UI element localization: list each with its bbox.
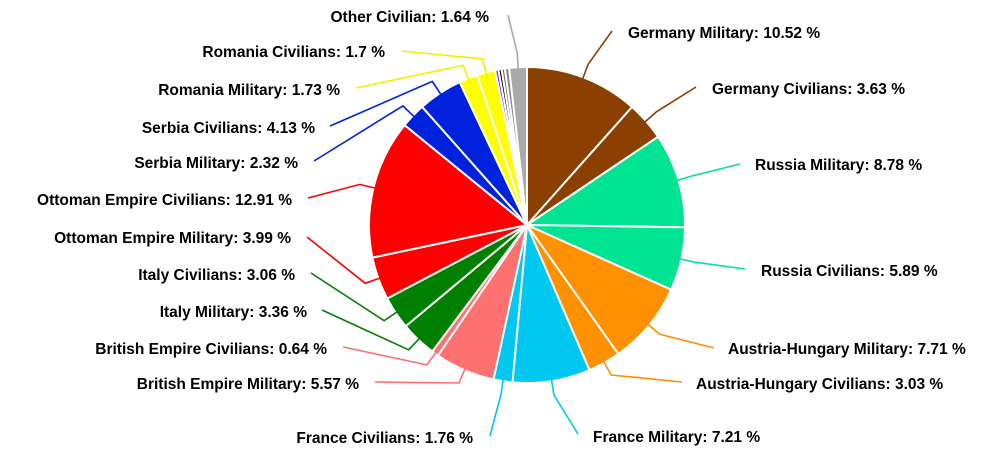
leader-line bbox=[355, 64, 472, 89]
slice-label: British Empire Civilians: 0.64 % bbox=[95, 341, 327, 358]
slice-label: Russia Civilians: 5.89 % bbox=[761, 263, 938, 280]
leader-line bbox=[307, 183, 380, 199]
leader-line bbox=[675, 257, 746, 270]
leader-line bbox=[640, 86, 697, 126]
slice-label: Romania Military: 1.73 % bbox=[158, 82, 340, 99]
leader-line bbox=[400, 50, 489, 79]
leader-line bbox=[643, 320, 715, 349]
leader-line bbox=[310, 272, 402, 322]
slice-label: France Civilians: 1.76 % bbox=[296, 430, 473, 447]
leader-line bbox=[342, 346, 440, 366]
slice-label: Austria-Hungary Military: 7.71 % bbox=[728, 341, 966, 358]
leader-lines bbox=[306, 14, 746, 437]
slice-label: Germany Military: 10.52 % bbox=[628, 25, 820, 42]
leader-line bbox=[306, 236, 385, 285]
slice-label: France Military: 7.21 % bbox=[593, 429, 760, 446]
leader-line bbox=[489, 375, 505, 437]
pie-slices bbox=[368, 65, 686, 384]
slice-label: Russia Military: 8.78 % bbox=[755, 157, 922, 174]
leader-line bbox=[313, 104, 418, 162]
leader-line bbox=[672, 163, 741, 183]
leader-line bbox=[550, 374, 579, 435]
leader-line bbox=[580, 30, 613, 84]
slice-label: Serbia Military: 2.32 % bbox=[134, 155, 298, 172]
leader-line bbox=[374, 364, 468, 384]
slice-label: Romania Civilians: 1.7 % bbox=[202, 44, 385, 61]
slice-label: Serbia Civilians: 4.13 % bbox=[142, 120, 315, 137]
leader-line bbox=[321, 309, 423, 351]
slice-label: Germany Civilians: 3.63 % bbox=[712, 81, 905, 98]
slice-label: Ottoman Empire Civilians: 12.91 % bbox=[37, 192, 292, 209]
slice-label: British Empire Military: 5.57 % bbox=[137, 376, 359, 393]
leader-line bbox=[507, 14, 520, 74]
leader-line bbox=[329, 80, 444, 127]
slice-label: Italy Civilians: 3.06 % bbox=[138, 267, 295, 284]
slice-label: Other Civilian: 1.64 % bbox=[331, 9, 490, 26]
slice-label: Ottoman Empire Military: 3.99 % bbox=[54, 230, 291, 247]
slice-label: Austria-Hungary Civilians: 3.03 % bbox=[696, 376, 943, 393]
slice-labels: Germany Military: 10.52 % Germany Civilia… bbox=[37, 9, 966, 447]
leader-line bbox=[600, 357, 683, 383]
slice-label: Italy Military: 3.36 % bbox=[160, 304, 308, 321]
